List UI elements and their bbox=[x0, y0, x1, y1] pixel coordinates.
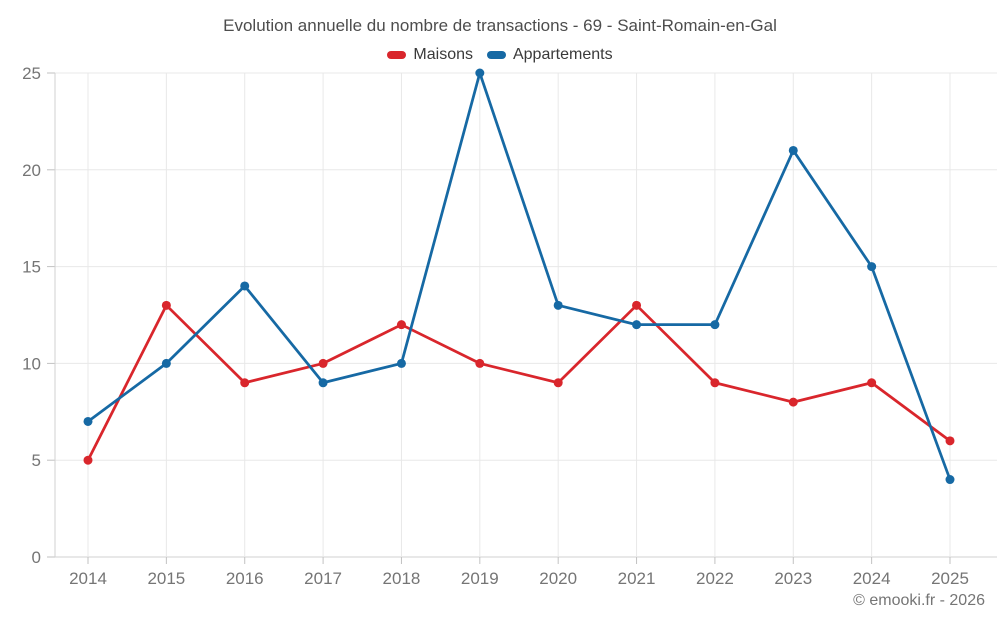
legend-label-maisons: Maisons bbox=[413, 46, 473, 63]
data-point-maisons-2021[interactable] bbox=[632, 300, 642, 310]
x-tick-label: 2020 bbox=[539, 569, 577, 588]
x-tick-label: 2021 bbox=[618, 569, 656, 588]
chart-legend: Maisons Appartements bbox=[0, 45, 1000, 65]
x-tick-label: 2015 bbox=[147, 569, 185, 588]
x-tick-label: 2014 bbox=[69, 569, 107, 588]
data-point-maisons-2019[interactable] bbox=[475, 358, 485, 368]
data-point-appartements-2017[interactable] bbox=[318, 378, 328, 388]
data-point-maisons-2016[interactable] bbox=[240, 378, 250, 388]
series-line-appartements bbox=[86, 71, 952, 481]
data-point-maisons-2020[interactable] bbox=[553, 378, 563, 388]
data-point-appartements-2015[interactable] bbox=[161, 358, 171, 368]
data-point-appartements-2023[interactable] bbox=[788, 145, 798, 155]
chart-title: Evolution annuelle du nombre de transact… bbox=[223, 16, 777, 35]
y-tick-label: 25 bbox=[22, 64, 41, 83]
data-point-maisons-2023[interactable] bbox=[788, 397, 798, 407]
x-tick-label: 2022 bbox=[696, 569, 734, 588]
data-point-appartements-2019[interactable] bbox=[475, 68, 485, 78]
legend-item-appartements[interactable]: Appartements bbox=[486, 46, 613, 64]
x-tick-label: 2019 bbox=[461, 569, 499, 588]
data-point-appartements-2014[interactable] bbox=[83, 416, 93, 426]
data-point-maisons-2015[interactable] bbox=[161, 300, 171, 310]
data-point-maisons-2018[interactable] bbox=[396, 320, 406, 330]
series-line-maisons bbox=[86, 303, 952, 462]
legend-item-maisons[interactable]: Maisons bbox=[387, 46, 473, 64]
data-point-appartements-2016[interactable] bbox=[240, 281, 250, 291]
x-tick-label: 2016 bbox=[226, 569, 264, 588]
legend-label-appartements: Appartements bbox=[512, 46, 613, 63]
data-point-appartements-2022[interactable] bbox=[710, 320, 720, 330]
data-point-maisons-2022[interactable] bbox=[710, 378, 720, 388]
data-point-maisons-2025[interactable] bbox=[945, 436, 955, 446]
y-tick-label: 0 bbox=[32, 548, 41, 567]
data-point-appartements-2024[interactable] bbox=[867, 262, 877, 272]
data-point-maisons-2014[interactable] bbox=[83, 455, 93, 465]
copyright: © emooki.fr - 2026 bbox=[853, 592, 985, 609]
data-point-appartements-2018[interactable] bbox=[396, 358, 406, 368]
y-tick-label: 10 bbox=[22, 354, 41, 373]
y-tick-label: 5 bbox=[32, 451, 41, 470]
legend-swatch-appartements bbox=[486, 51, 506, 59]
y-tick-label: 20 bbox=[22, 161, 41, 180]
x-tick-label: 2018 bbox=[383, 569, 421, 588]
x-tick-label: 2024 bbox=[853, 569, 891, 588]
data-point-appartements-2025[interactable] bbox=[945, 475, 955, 485]
x-tick-label: 2025 bbox=[931, 569, 969, 588]
x-tick-label: 2017 bbox=[304, 569, 342, 588]
data-point-appartements-2020[interactable] bbox=[553, 300, 563, 310]
data-point-maisons-2017[interactable] bbox=[318, 358, 328, 368]
data-point-maisons-2024[interactable] bbox=[867, 378, 877, 388]
x-tick-label: 2023 bbox=[774, 569, 812, 588]
legend-swatch-maisons bbox=[387, 51, 407, 59]
data-point-appartements-2021[interactable] bbox=[632, 320, 642, 330]
y-tick-label: 15 bbox=[22, 258, 41, 277]
